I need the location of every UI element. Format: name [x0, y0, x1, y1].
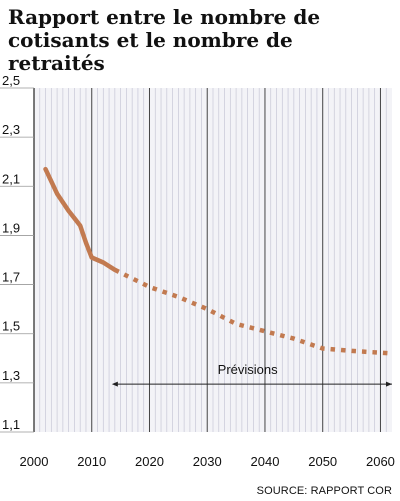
series-line-solid — [43, 166, 118, 273]
y-axis: 1,1 1,3 1,5 1,7 1,9 2,1 2,3 2,5 — [0, 73, 34, 433]
x-tick-label: 2040 — [251, 454, 280, 469]
y-tick-label: 1,7 — [2, 270, 20, 285]
series-line-dotted — [113, 267, 393, 356]
forecast-arrow-left — [111, 381, 118, 387]
y-tick-label: 2,5 — [2, 73, 20, 88]
chart-title-line-2: cotisants et le nombre de retraités — [8, 28, 293, 75]
y-tick-label: 1,1 — [2, 417, 20, 432]
x-tick-label: 2030 — [193, 454, 222, 469]
x-tick-label: 2050 — [308, 454, 337, 469]
x-axis: 2000 2010 2020 2030 2040 2050 2060 — [20, 454, 395, 469]
x-tick-label: 2020 — [135, 454, 164, 469]
y-tick-label: 1,5 — [2, 319, 20, 334]
y-tick-label: 2,1 — [2, 171, 20, 186]
y-tick-label: 1,3 — [2, 368, 20, 383]
y-tick-label: 1,9 — [2, 220, 20, 235]
x-tick-label: 2010 — [77, 454, 106, 469]
chart-title-line-1: Rapport entre le nombre de — [8, 5, 321, 29]
x-tick-label: 2060 — [366, 454, 395, 469]
forecast-label: Prévisions — [218, 362, 278, 377]
forecast-arrow-right — [386, 381, 392, 387]
chart-title: Rapport entre le nombre de cotisants et … — [8, 6, 396, 75]
source-note: SOURCE: RAPPORT COR — [256, 485, 392, 497]
y-tick-label: 2,3 — [2, 122, 20, 137]
x-tick-label: 2000 — [20, 454, 49, 469]
minor-grid — [39, 88, 387, 432]
